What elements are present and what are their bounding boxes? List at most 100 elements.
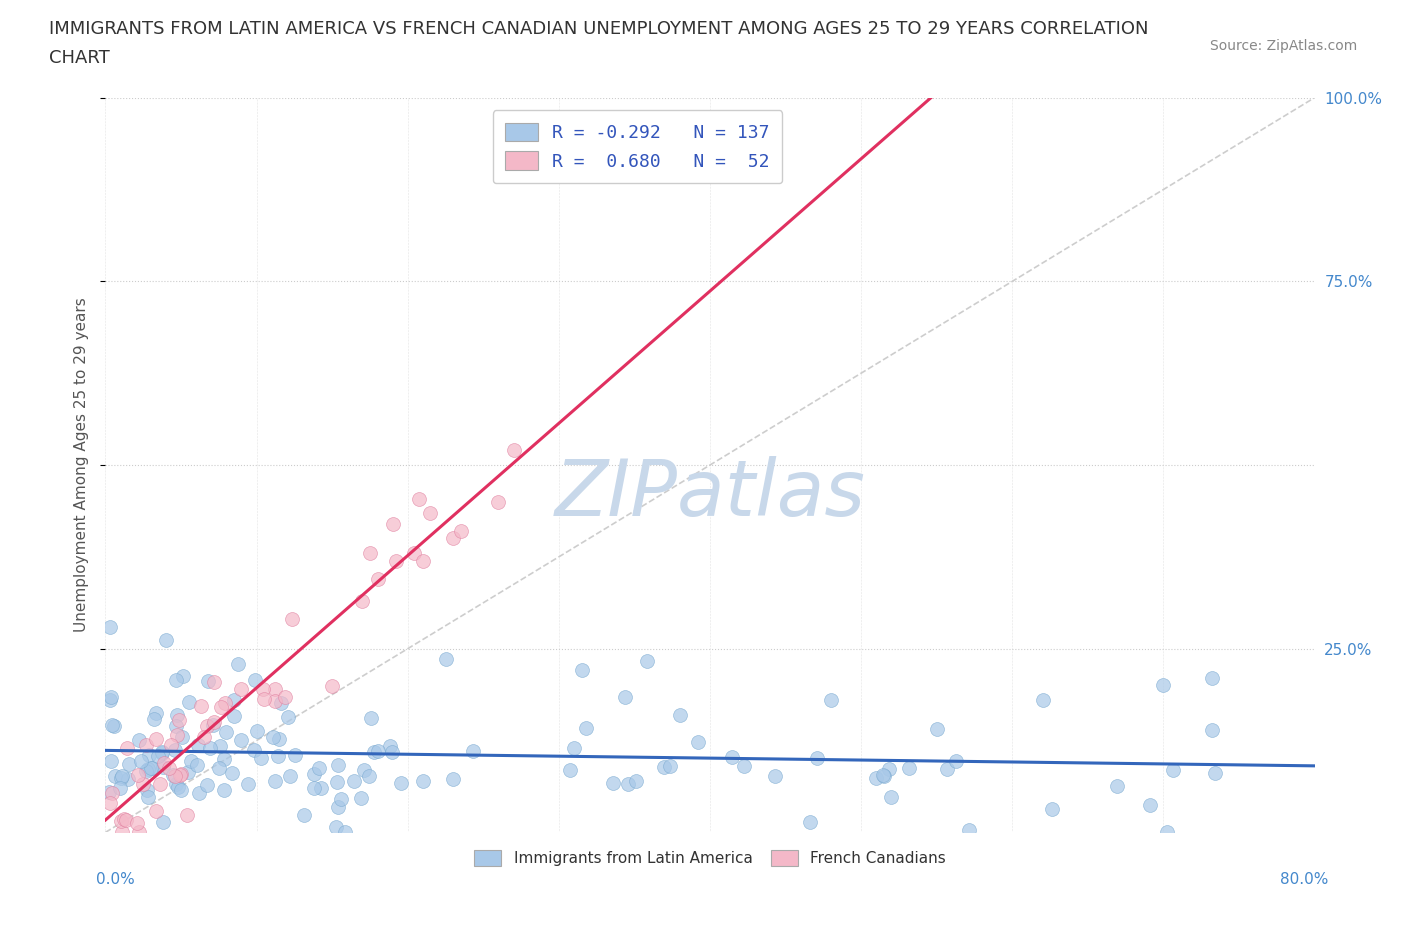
Point: [880, 790, 903, 804]
Point: [104, 768, 127, 783]
Point: [125, 816, 148, 830]
Point: [252, 682, 274, 697]
Point: [165, 672, 187, 687]
Point: [238, 777, 260, 791]
Point: [169, 712, 191, 727]
Point: [326, 775, 349, 790]
Point: [799, 815, 821, 830]
Point: [419, 505, 441, 520]
Text: 80.0%: 80.0%: [1281, 872, 1329, 887]
Point: [262, 730, 284, 745]
Point: [118, 757, 141, 772]
Point: [163, 769, 186, 784]
Point: [381, 744, 404, 759]
Point: [177, 695, 200, 710]
Point: [128, 825, 150, 840]
Point: [873, 768, 896, 783]
Point: [224, 693, 246, 708]
Point: [114, 812, 136, 827]
Point: [311, 780, 333, 795]
Point: [187, 737, 209, 752]
Point: [367, 743, 389, 758]
Point: [441, 771, 464, 786]
Point: [616, 777, 638, 791]
Point: [624, 774, 647, 789]
Point: [209, 699, 232, 714]
Point: [186, 758, 208, 773]
Point: [1032, 693, 1054, 708]
Point: [733, 759, 755, 774]
Point: [602, 776, 624, 790]
Point: [143, 711, 166, 726]
Point: [165, 718, 187, 733]
Point: [263, 774, 285, 789]
Point: [101, 718, 124, 733]
Point: [193, 730, 215, 745]
Point: [367, 572, 389, 587]
Point: [461, 743, 484, 758]
Point: [111, 825, 134, 840]
Point: [562, 740, 585, 755]
Point: [636, 654, 658, 669]
Point: [166, 728, 188, 743]
Point: [111, 768, 134, 783]
Point: [380, 738, 402, 753]
Point: [274, 690, 297, 705]
Point: [326, 758, 349, 773]
Point: [266, 749, 288, 764]
Point: [1105, 778, 1128, 793]
Point: [160, 737, 183, 752]
Point: [131, 777, 153, 791]
Point: [214, 782, 236, 797]
Point: [353, 763, 375, 777]
Point: [575, 721, 598, 736]
Point: [267, 732, 290, 747]
Point: [308, 761, 330, 776]
Point: [352, 594, 374, 609]
Point: [412, 773, 434, 788]
Point: [935, 762, 957, 777]
Point: [136, 790, 159, 804]
Point: [333, 825, 356, 840]
Y-axis label: Unemployment Among Ages 25 to 29 years: Unemployment Among Ages 25 to 29 years: [75, 298, 90, 632]
Point: [614, 689, 637, 704]
Point: [166, 708, 188, 723]
Point: [150, 746, 173, 761]
Point: [98, 693, 121, 708]
Point: [264, 694, 287, 709]
Point: [117, 772, 139, 787]
Point: [359, 546, 381, 561]
Point: [152, 815, 174, 830]
Point: [172, 669, 194, 684]
Point: [98, 796, 121, 811]
Text: ZIPatlas: ZIPatlas: [554, 457, 866, 532]
Point: [145, 706, 167, 721]
Point: [270, 696, 292, 711]
Point: [201, 717, 224, 732]
Point: [1204, 765, 1226, 780]
Point: [720, 750, 742, 764]
Point: [231, 733, 253, 748]
Text: 0.0%: 0.0%: [96, 872, 135, 887]
Point: [363, 745, 385, 760]
Point: [157, 761, 180, 776]
Point: [115, 813, 138, 828]
Point: [1156, 825, 1178, 840]
Point: [152, 755, 174, 770]
Point: [243, 672, 266, 687]
Point: [152, 759, 174, 774]
Point: [321, 678, 343, 693]
Point: [141, 761, 163, 776]
Point: [669, 708, 692, 723]
Point: [165, 777, 187, 791]
Point: [877, 762, 900, 777]
Point: [872, 767, 894, 782]
Point: [187, 785, 209, 800]
Point: [1153, 678, 1175, 693]
Point: [1201, 671, 1223, 685]
Point: [865, 770, 887, 785]
Point: [145, 804, 167, 818]
Text: IMMIGRANTS FROM LATIN AMERICA VS FRENCH CANADIAN UNEMPLOYMENT AMONG AGES 25 TO 2: IMMIGRANTS FROM LATIN AMERICA VS FRENCH …: [49, 20, 1149, 38]
Point: [959, 823, 981, 838]
Point: [135, 737, 157, 752]
